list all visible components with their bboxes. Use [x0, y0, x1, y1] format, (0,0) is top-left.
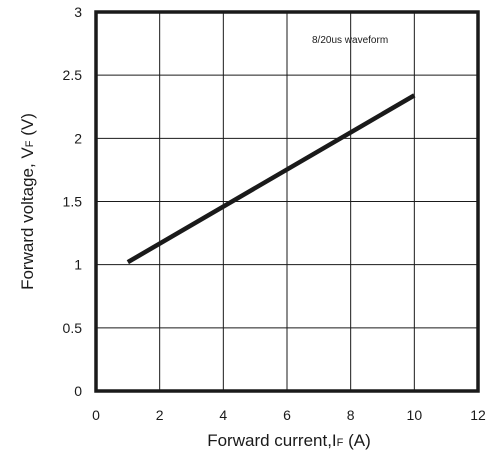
y-axis-title: Forward voltage, VF (V)	[18, 113, 37, 290]
waveform-annotation: 8/20us waveform	[312, 35, 388, 46]
x-tick-labels: 0 2 4 6 8 10 12	[92, 407, 486, 423]
y-tick-label: 0.5	[63, 320, 83, 336]
x-axis-title-main: Forward current,I	[207, 431, 336, 450]
y-axis-title-subscript: F	[24, 140, 36, 147]
y-tick-labels: 0 0.5 1 1.5 2 2.5 3	[63, 4, 83, 399]
series-line	[126, 93, 416, 265]
x-axis-title-unit: (A)	[343, 431, 370, 450]
y-tick-label: 1	[74, 257, 82, 273]
x-axis-title-subscript: F	[337, 437, 344, 449]
x-tick-label: 0	[92, 407, 100, 423]
series-group	[126, 93, 416, 265]
y-axis-title-main: Forward voltage, V	[18, 147, 37, 290]
plot-frame	[94, 10, 480, 393]
x-tick-label: 8	[347, 407, 355, 423]
x-tick-label: 10	[407, 407, 423, 423]
x-tick-label: 12	[470, 407, 486, 423]
x-axis-title: Forward current,IF (A)	[207, 431, 371, 450]
y-tick-label: 0	[74, 383, 82, 399]
y-tick-label: 2	[74, 130, 82, 146]
y-tick-label: 1.5	[63, 194, 83, 210]
x-tick-label: 2	[156, 407, 164, 423]
y-tick-label: 3	[74, 4, 82, 20]
x-tick-label: 4	[219, 407, 227, 423]
y-tick-label: 2.5	[63, 67, 83, 83]
grid-lines	[95, 11, 479, 392]
y-axis-title-unit: (V)	[18, 113, 37, 140]
x-tick-label: 6	[283, 407, 291, 423]
